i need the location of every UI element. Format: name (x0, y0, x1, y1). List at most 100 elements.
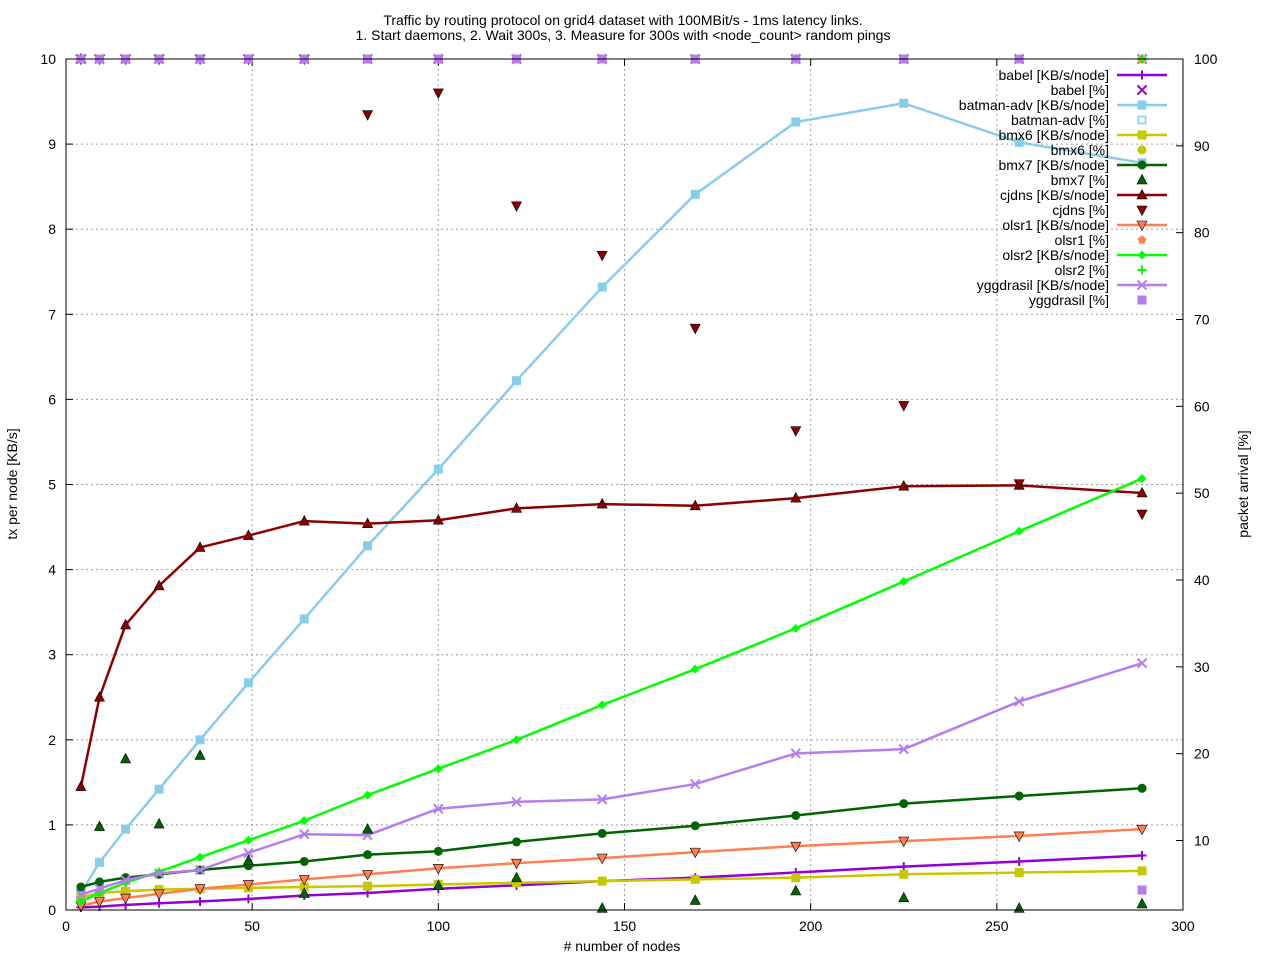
data-point (690, 821, 700, 831)
data-point (512, 878, 522, 888)
data-point (512, 735, 522, 745)
arrival-point (790, 426, 802, 437)
data-point (596, 794, 608, 805)
data-point (596, 853, 608, 865)
data-point (194, 864, 206, 876)
x-tick-label: 250 (985, 918, 1009, 934)
legend-swatch-marker (1137, 70, 1147, 80)
legend-label: bmx7 [%] (1051, 172, 1109, 188)
legend-entry: olsr2 [%] (1055, 262, 1147, 278)
data-point (1136, 658, 1148, 669)
legend-entry: babel [%] (1051, 82, 1148, 98)
chart-title: Traffic by routing protocol on grid4 dat… (383, 12, 862, 28)
data-point (791, 117, 801, 127)
data-point (75, 780, 87, 791)
x-tick-label: 300 (1171, 918, 1195, 934)
data-point (512, 837, 522, 847)
legend-label: batman-adv [%] (1011, 112, 1109, 128)
legend-label: yggdrasil [KB/s/node] (977, 277, 1109, 293)
legend-swatch-marker (1137, 295, 1147, 305)
arrival-point (596, 250, 608, 262)
x-tick-label: 50 (244, 918, 260, 934)
data-point (363, 881, 373, 891)
legend-swatch-marker (1137, 100, 1147, 110)
legend-entry: olsr2 [KB/s/node] (1002, 247, 1167, 263)
y-tick-label: 1 (48, 817, 56, 833)
legend-label: bmx6 [KB/s/node] (998, 127, 1109, 143)
data-point (790, 841, 802, 853)
data-point (153, 579, 165, 591)
data-point (243, 835, 253, 845)
x-axis-label: # number of nodes (564, 938, 681, 954)
legend-entry: cjdns [%] (1052, 202, 1148, 218)
data-point (76, 896, 86, 906)
data-point (1136, 486, 1148, 498)
data-point (299, 816, 309, 826)
data-point (195, 896, 205, 906)
arrival-point (898, 891, 910, 903)
legend-label: bmx6 [%] (1051, 142, 1109, 158)
arrival-point (120, 752, 132, 764)
legend-swatch-marker (1136, 279, 1148, 291)
arrival-point (1137, 885, 1147, 895)
data-point (1014, 856, 1024, 866)
arrival-point (298, 887, 310, 898)
legend-entry: batman-adv [KB/s/node] (959, 97, 1167, 113)
y2-tick-label: 80 (1194, 225, 1210, 241)
legend-swatch-marker (1137, 130, 1147, 140)
data-point (899, 869, 909, 879)
axes: 0 50 100 150 200 250 300 0 1 2 3 4 5 6 7 8 9 10 10 20 30 40 50… (40, 51, 1217, 934)
y-tick-label: 8 (48, 221, 56, 237)
legend-label: batman-adv [KB/s/node] (959, 97, 1109, 113)
arrival-point (362, 110, 374, 121)
y2-tick-label: 100 (1194, 51, 1218, 67)
legend-label: cjdns [KB/s/node] (1000, 187, 1109, 203)
data-point (791, 811, 801, 821)
data-point (298, 514, 310, 526)
legend-entry: bmx7 [KB/s/node] (998, 157, 1167, 173)
series-yggdrasil (75, 658, 1148, 900)
x-tick-label: 150 (613, 918, 637, 934)
data-point (120, 875, 131, 886)
data-point (154, 784, 164, 794)
data-point (597, 828, 607, 838)
data-point (121, 824, 131, 834)
legend-swatch-marker (1137, 115, 1147, 125)
data-point (899, 862, 909, 872)
data-point (512, 376, 522, 386)
y-tick-label: 9 (48, 136, 56, 152)
legend-entry: bmx6 [%] (1051, 142, 1147, 158)
arrival-point (689, 894, 701, 905)
legend-entry: bmx7 [%] (1051, 172, 1148, 188)
data-point (690, 189, 700, 199)
arrival-point (94, 820, 106, 831)
data-point (1137, 866, 1147, 876)
data-point (363, 790, 373, 800)
data-point (195, 852, 205, 862)
data-point (1137, 783, 1147, 793)
data-point (120, 893, 132, 905)
data-point (433, 764, 443, 774)
legend-label: olsr1 [KB/s/node] (1002, 217, 1109, 233)
series (75, 98, 1148, 912)
arrival-point (194, 749, 206, 760)
data-point (94, 691, 106, 702)
data-point (898, 480, 910, 491)
legend-entry: olsr1 [%] (1055, 232, 1147, 248)
data-point (511, 858, 523, 870)
legend-swatch-marker (1137, 265, 1147, 275)
legend-label: babel [%] (1051, 82, 1109, 98)
data-point (690, 778, 701, 790)
data-point (1014, 526, 1024, 536)
data-point (1014, 868, 1024, 878)
x-tick-label: 0 (62, 918, 70, 934)
data-point (363, 850, 373, 860)
legend-entry: cjdns [KB/s/node] (1000, 187, 1167, 203)
x-tick-label: 100 (427, 918, 451, 934)
data-point (898, 836, 910, 848)
data-point (76, 882, 86, 892)
data-point (194, 884, 206, 895)
data-point (432, 514, 444, 525)
y-tick-label: 6 (48, 391, 56, 407)
